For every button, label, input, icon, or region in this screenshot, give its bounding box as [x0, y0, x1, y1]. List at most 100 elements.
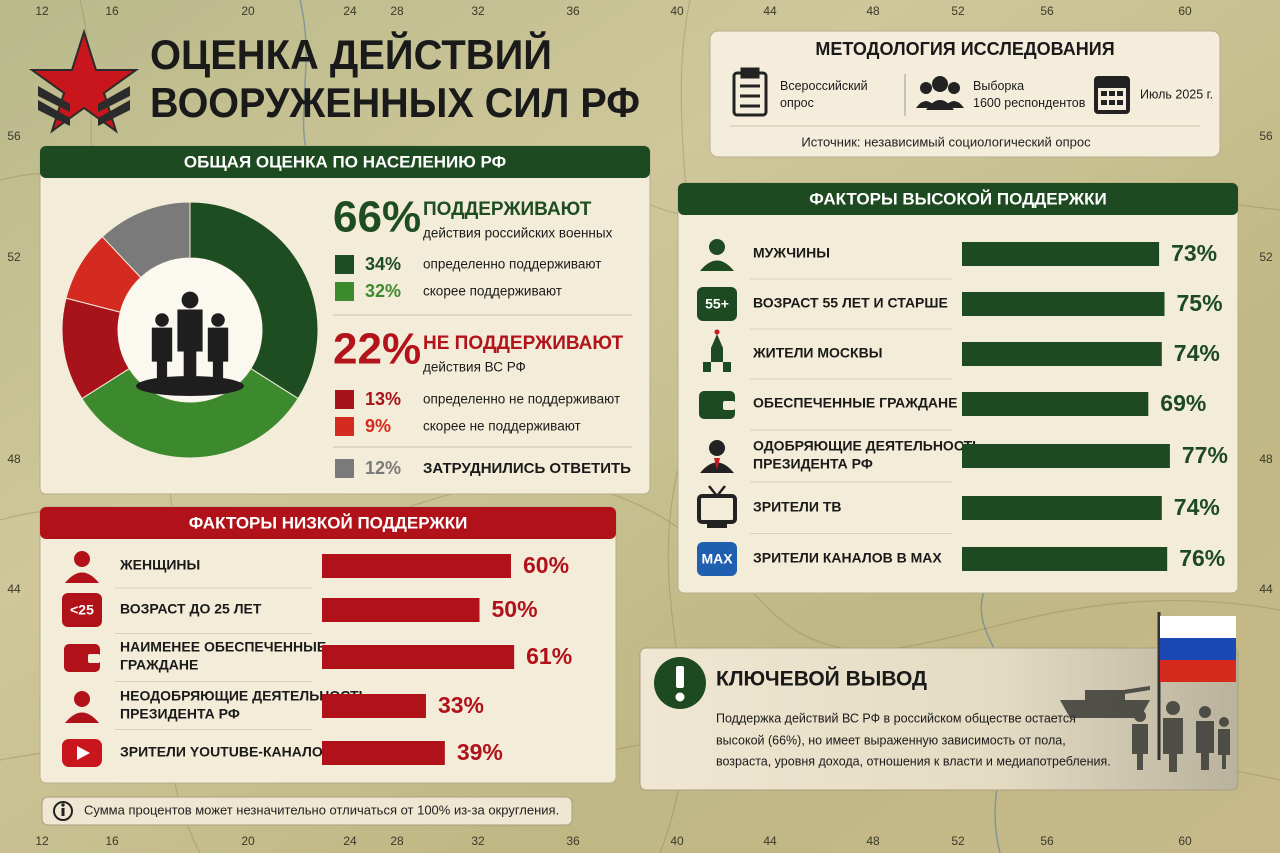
- group-total: 66%: [333, 193, 421, 242]
- methodology-item: 1600 респондентов: [973, 96, 1086, 110]
- methodology-item: Июль 2025 г.: [1140, 87, 1213, 101]
- group-sub: действия российских военных: [423, 226, 613, 241]
- part-value: 12%: [365, 458, 401, 478]
- factor-label: ЗРИТЕЛИ ТВ: [753, 499, 842, 515]
- icon-shape: [74, 691, 90, 707]
- part-label: определенно поддерживают: [423, 257, 601, 272]
- map-grid-label: 56: [1040, 834, 1054, 848]
- bar: [962, 242, 1160, 266]
- icon: <25: [62, 593, 102, 627]
- bar: [322, 645, 515, 669]
- part-value: 34%: [365, 254, 401, 274]
- map-grid-label: 36: [566, 4, 580, 18]
- icon-shape: [699, 391, 735, 419]
- map-grid-label: 44: [763, 4, 777, 18]
- map-grid-label: 16: [105, 4, 119, 18]
- map-grid-label: 52: [951, 834, 965, 848]
- map-grid-label: 28: [390, 834, 404, 848]
- factor-label: ЖЕНЩИНЫ: [119, 557, 200, 573]
- map-grid-label: 44: [1259, 582, 1273, 596]
- conclusion-text: Поддержка действий ВС РФ в российском об…: [716, 711, 1076, 725]
- part-value: 13%: [365, 389, 401, 409]
- soldier: [181, 291, 199, 309]
- map-grid-label: 52: [1259, 250, 1273, 264]
- conclusion-panel: [639, 647, 1239, 791]
- soldier: [207, 327, 229, 386]
- bar-value: 77%: [1182, 442, 1228, 468]
- icon-shape: [65, 712, 99, 723]
- icon: 55+: [697, 287, 737, 321]
- people-icon: [916, 76, 964, 110]
- conclusion-title: КЛЮЧЕВОЙ ВЫВОД: [716, 667, 927, 691]
- icon-text: 55+: [705, 296, 729, 312]
- map-grid-label: 24: [343, 834, 357, 848]
- icon: [62, 739, 102, 767]
- bar-value: 39%: [457, 739, 503, 765]
- part-label: ЗАТРУДНИЛИСЬ ОТВЕТИТЬ: [423, 460, 631, 477]
- bar-value: 33%: [438, 692, 484, 718]
- bar: [322, 741, 445, 765]
- bar: [962, 496, 1162, 520]
- icon-shape: [709, 440, 725, 456]
- bar: [322, 598, 480, 622]
- icon-text: MAX: [701, 551, 733, 567]
- factor-label: НАИМЕНЕЕ ОБЕСПЕЧЕННЫЕ: [120, 639, 326, 655]
- icon: [65, 551, 99, 583]
- map-grid-label: 40: [670, 4, 684, 18]
- flag: [1157, 612, 1236, 760]
- bar-value: 61%: [526, 643, 572, 669]
- map-grid-label: 12: [35, 834, 49, 848]
- icon-shape: [723, 401, 735, 410]
- factor-label: НЕОДОБРЯЮЩИЕ ДЕЯТЕЛЬНОСТЬ: [120, 688, 369, 704]
- bar-value: 76%: [1179, 545, 1225, 571]
- part-label: скорее поддерживают: [423, 284, 562, 299]
- bar-value: 50%: [492, 596, 538, 622]
- map-grid-label: 44: [763, 834, 777, 848]
- low-support-header: [40, 507, 616, 539]
- icon-shape: [708, 485, 726, 499]
- icon: MAX: [697, 542, 737, 576]
- overall-title: ОБЩАЯ ОЦЕНКА ПО НАСЕЛЕНИЮ РФ: [184, 152, 506, 171]
- part-value: 9%: [365, 416, 391, 436]
- legend-swatch: [335, 282, 354, 301]
- bar: [962, 292, 1165, 316]
- info-icon: [61, 808, 65, 816]
- map-grid-label: 48: [866, 834, 880, 848]
- map-grid-label: 56: [1040, 4, 1054, 18]
- part-label: определенно не поддерживают: [423, 392, 620, 407]
- group-total: 22%: [333, 325, 421, 374]
- icon-shape: [709, 239, 725, 255]
- high-support-header: [678, 183, 1238, 215]
- map-grid-label: 60: [1178, 834, 1192, 848]
- icon-badge: [62, 593, 102, 627]
- legend-swatch: [335, 390, 354, 409]
- bar: [962, 392, 1149, 416]
- map-grid-label: 48: [866, 4, 880, 18]
- overall-header: [40, 146, 650, 178]
- info-icon: [53, 801, 73, 821]
- map-grid-label: 28: [390, 4, 404, 18]
- map-grid-label: 36: [566, 834, 580, 848]
- map-grid-label: 12: [35, 4, 49, 18]
- map-grid-label: 16: [105, 834, 119, 848]
- bar: [962, 444, 1170, 468]
- low-support-title: ФАКТОРЫ НИЗКОЙ ПОДДЕРЖКИ: [189, 513, 468, 532]
- methodology-item: Выборка: [973, 79, 1024, 93]
- bar-value: 75%: [1177, 290, 1223, 316]
- logo: [28, 28, 140, 134]
- factor-label: ПРЕЗИДЕНТА РФ: [120, 706, 240, 722]
- factor-label: ОБЕСПЕЧЕННЫЕ ГРАЖДАНЕ: [753, 395, 957, 411]
- map-grid-label: 56: [7, 129, 21, 143]
- bar-value: 60%: [523, 552, 569, 578]
- methodology-source: Источник: независимый социологический оп…: [801, 134, 1091, 149]
- icon-shape: [64, 644, 100, 672]
- factor-label: ЗРИТЕЛИ КАНАЛОВ В MAX: [753, 550, 942, 566]
- factor-label: ОДОБРЯЮЩИЕ ДЕЯТЕЛЬНОСТЬ: [753, 438, 982, 454]
- calendar-icon: [1094, 76, 1130, 114]
- group-sub: действия ВС РФ: [423, 360, 526, 375]
- icon: [700, 440, 734, 473]
- factor-label: ВОЗРАСТ 55 ЛЕТ И СТАРШЕ: [753, 295, 948, 311]
- high-support-title: ФАКТОРЫ ВЫСОКОЙ ПОДДЕРЖКИ: [809, 189, 1106, 208]
- title-line: ВООРУЖЕННЫХ СИЛ РФ: [150, 79, 640, 126]
